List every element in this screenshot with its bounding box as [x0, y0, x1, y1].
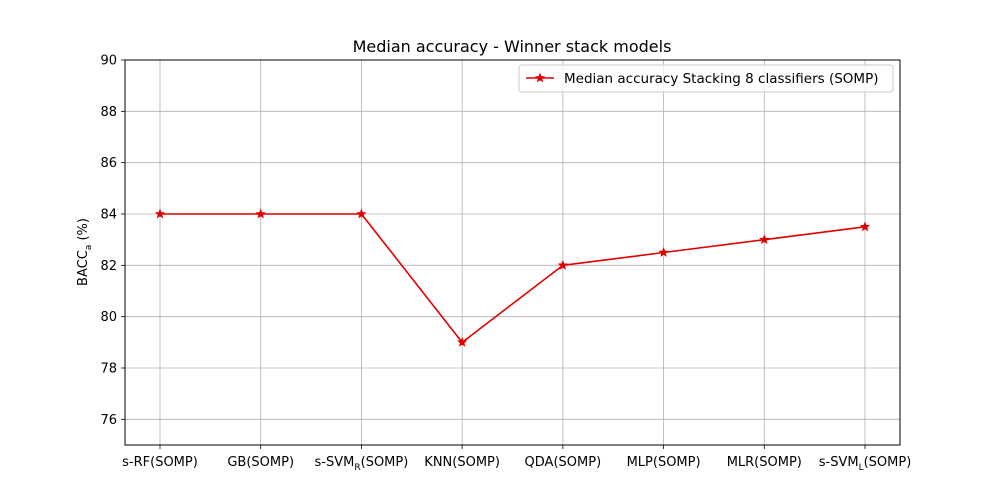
- series-layer: [154, 208, 871, 347]
- x-axis: s-RF(SOMP) GB(SOMP) s-SVMR(SOMP) KNN(SOMP) Q…: [122, 445, 911, 473]
- y-tick-label: 82: [100, 259, 117, 274]
- data-point-marker: [859, 221, 871, 232]
- x-tick-label: s-RF(SOMP): [122, 455, 198, 470]
- plot-area-frame: [124, 59, 901, 446]
- y-tick-label: 84: [100, 208, 117, 223]
- legend-box: [518, 64, 894, 93]
- x-tick-label: QDA(SOMP): [525, 455, 602, 470]
- data-point-marker: [759, 234, 770, 245]
- x-tick-label: GB(SOMP): [227, 455, 294, 470]
- y-tick-label: 88: [100, 105, 117, 120]
- data-point-marker: [154, 208, 166, 219]
- y-tick-label: 76: [100, 413, 117, 428]
- y-tick-label: 90: [100, 54, 117, 69]
- series-line: [160, 213, 866, 344]
- x-tick-label: s-SVMR(SOMP): [315, 455, 409, 473]
- data-point-marker: [356, 208, 367, 219]
- grid: [125, 59, 900, 445]
- data-point-marker: [456, 336, 468, 347]
- y-axis: 76 78 80 82 84 86 88 90: [100, 54, 125, 428]
- legend-marker: [534, 72, 546, 83]
- y-axis-label: BACCa (%): [76, 218, 94, 286]
- legend-label: Median accuracy Stacking 8 classifiers (…: [564, 71, 878, 87]
- x-tick-label: MLR(SOMP): [727, 455, 802, 470]
- y-tick-label: 86: [100, 156, 117, 171]
- y-tick-label: 80: [100, 310, 117, 325]
- data-point-marker: [658, 247, 669, 257]
- x-tick-label: MLP(SOMP): [627, 455, 701, 470]
- data-point-marker: [255, 208, 266, 219]
- chart-title: Median accuracy - Winner stack models: [353, 37, 672, 56]
- x-tick-label: s-SVML(SOMP): [819, 455, 912, 473]
- legend-star-marker: [534, 72, 546, 83]
- x-tick-label: KNN(SOMP): [424, 455, 500, 470]
- legend: Median accuracy Stacking 8 classifiers (…: [518, 64, 894, 93]
- data-point-marker: [557, 259, 569, 270]
- y-tick-label: 78: [100, 362, 117, 377]
